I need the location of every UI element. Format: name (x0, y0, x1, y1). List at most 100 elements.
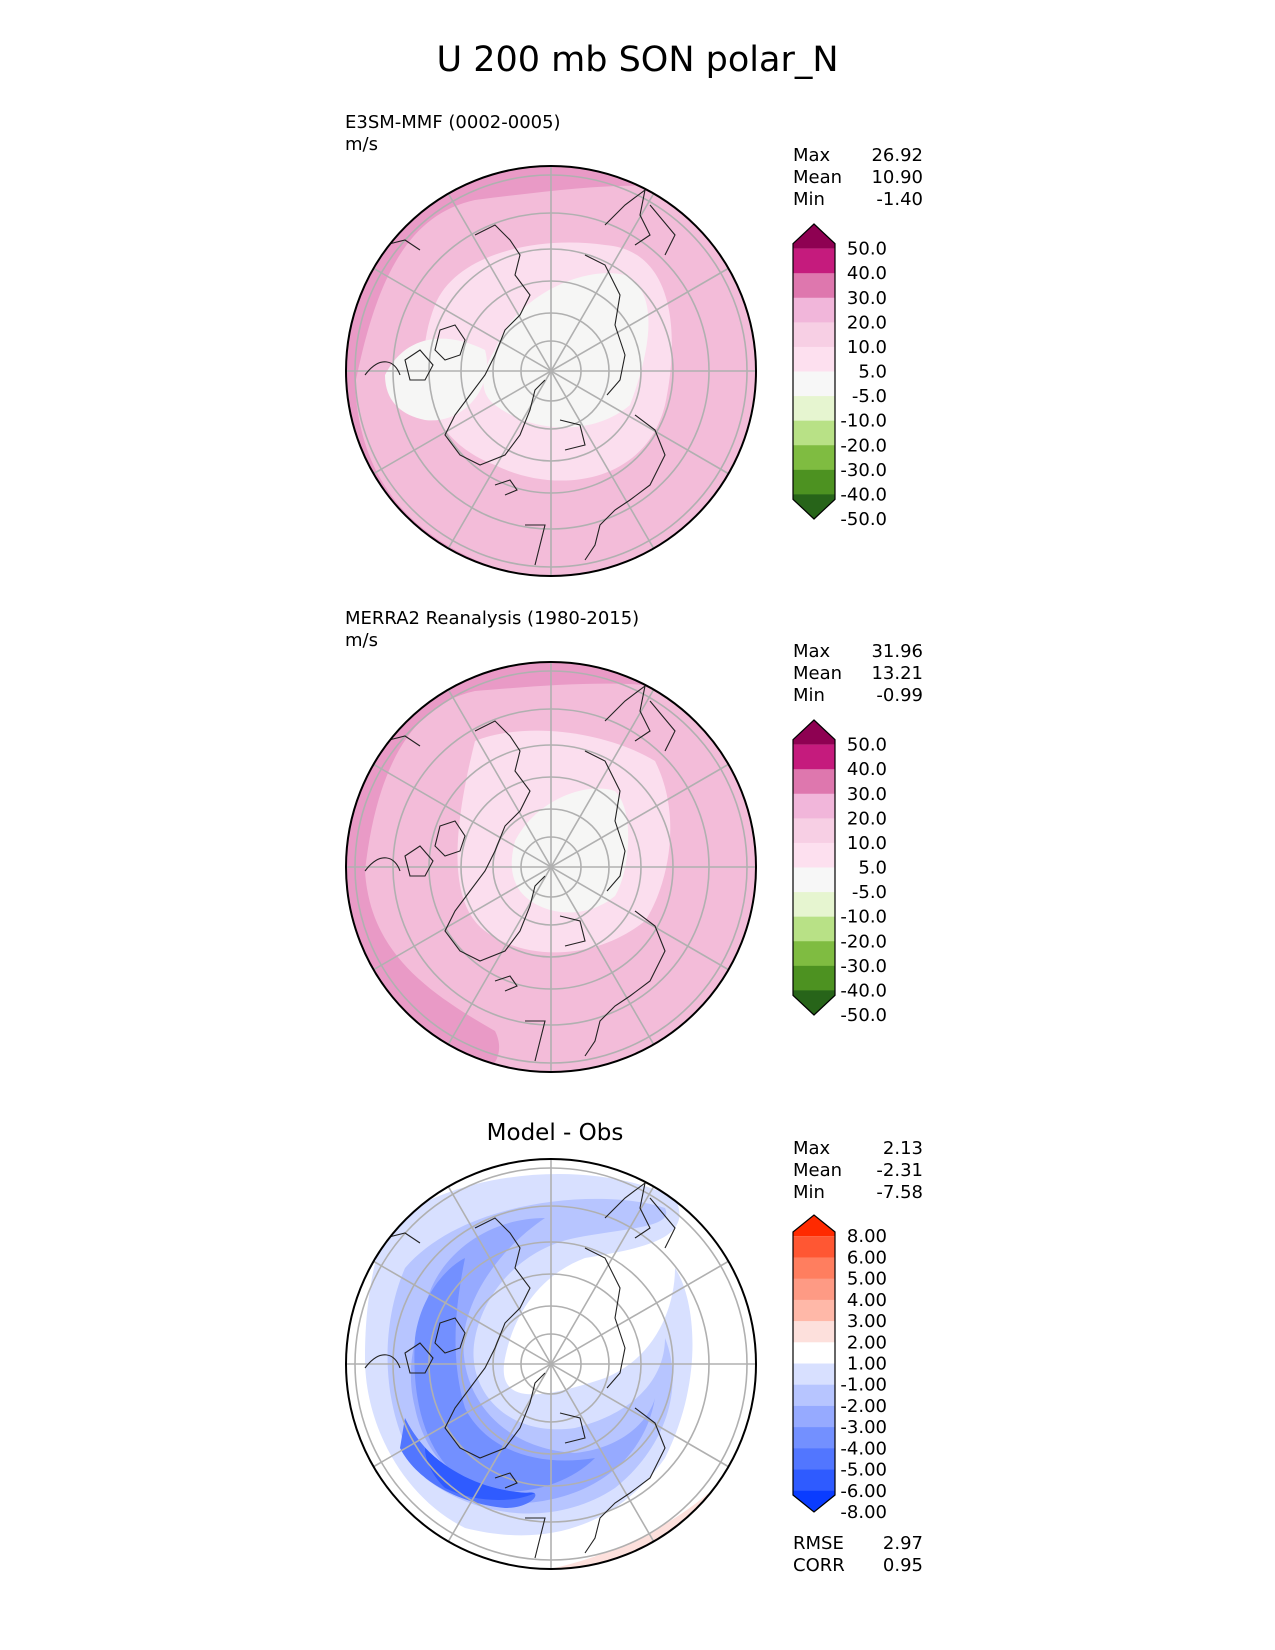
stat-mean-label: Mean (793, 663, 843, 684)
panel-1-model-name: E3SM-MMF (0002-0005) (345, 112, 561, 133)
colorbar-tick-label: -30.0 (840, 956, 887, 977)
colorbar-tick-label: -10.0 (840, 907, 887, 928)
colorbar-segment (793, 224, 835, 249)
colorbar-tick-label: 30.0 (847, 784, 887, 805)
stat-max-label: Max (793, 641, 831, 662)
colorbar-tick-label: 40.0 (847, 759, 887, 780)
colorbar-outline (792, 223, 836, 520)
colorbar-segment (793, 1215, 835, 1237)
colorbar-segment (793, 396, 835, 422)
colorbar-segment (793, 720, 835, 745)
contour-center (511, 788, 629, 913)
panel-1-colorbar: 50.0 40.0 30.0 20.0 10.0 5.0 -5.0 -10.0 -20.0 -30… (792, 223, 887, 530)
colorbar-segment (793, 494, 835, 519)
stat-min-label: Min (793, 1182, 825, 1203)
colorbar-tick-label: -1.00 (840, 1375, 887, 1396)
colorbar-segment (793, 248, 835, 274)
colorbar-segment (793, 965, 835, 991)
colorbar-tick-label: -40.0 (840, 980, 887, 1001)
stat-mean-label: Mean (793, 167, 843, 188)
stat-min-value: -1.40 (876, 189, 923, 210)
colorbar-segment (793, 818, 835, 844)
rmse-label: RMSE (793, 1533, 844, 1554)
colorbar-segment (793, 867, 835, 893)
panel-2-stats: Max 31.96 Mean 13.21 Min -0.99 (793, 641, 923, 707)
panel-3-title: Model - Obs (486, 1120, 624, 1146)
colorbar-outline (792, 719, 836, 1016)
panel-2-obs-name: MERRA2 Reanalysis (1980-2015) (345, 608, 640, 629)
colorbar-tick-label: -2.00 (840, 1396, 887, 1417)
panel-1-map (345, 165, 757, 577)
stat-max-value: 2.13 (882, 1138, 923, 1159)
panel-3-map (345, 1158, 757, 1570)
colorbar-segment (793, 445, 835, 471)
colorbar-tick-label: 5.00 (847, 1269, 887, 1290)
colorbar-segment (793, 297, 835, 323)
colorbar-tick-label: 10.0 (847, 833, 887, 854)
colorbar-tick-label: -10.0 (840, 411, 887, 432)
colorbar-tick-label: 5.0 (858, 858, 887, 879)
corr-label: CORR (793, 1555, 845, 1576)
colorbar-tick-label: 4.00 (847, 1290, 887, 1311)
coastlines (364, 188, 676, 566)
panel-3-metrics: RMSE 2.97 CORR 0.95 (793, 1533, 923, 1577)
stat-min-value: -0.99 (876, 685, 923, 706)
colorbar-tick-label: 2.00 (847, 1332, 887, 1353)
stat-min-label: Min (793, 685, 825, 706)
colorbar-segment (793, 322, 835, 348)
stat-max-value: 31.96 (871, 641, 923, 662)
colorbar-tick-label: -6.00 (840, 1481, 887, 1502)
colorbar-segment (793, 1278, 835, 1301)
panel-2-units: m/s (345, 630, 378, 651)
stat-min-label: Min (793, 189, 825, 210)
panel-1-units: m/s (345, 134, 378, 155)
colorbar-tick-label: -5.00 (840, 1460, 887, 1481)
colorbar-tick-label: -20.0 (840, 435, 887, 456)
colorbar-tick-label: 50.0 (847, 239, 887, 260)
colorbar-segment (793, 769, 835, 795)
colorbar-segment (793, 273, 835, 299)
graticule (346, 166, 756, 576)
colorbar-tick-label: 3.00 (847, 1311, 887, 1332)
rmse-value: 2.97 (882, 1533, 923, 1554)
colorbar-segment (793, 1469, 835, 1492)
colorbar-segment (793, 1321, 835, 1343)
panel-1-stats: Max 26.92 Mean 10.90 Min -1.40 (793, 145, 923, 211)
colorbar-tick-label: 6.00 (847, 1247, 887, 1268)
colorbar-tick-label: 40.0 (847, 263, 887, 284)
colorbar-tick-label: -8.00 (840, 1502, 887, 1523)
coastlines (364, 1181, 676, 1559)
colorbar-segment (793, 469, 835, 495)
colorbar-tick-label: -5.0 (852, 882, 887, 903)
colorbar-tick-label: 5.0 (858, 362, 887, 383)
stat-mean-value: 10.90 (871, 167, 923, 188)
colorbar-segment (793, 793, 835, 819)
colorbar-tick-label: 20.0 (847, 312, 887, 333)
colorbar-segment (793, 346, 835, 372)
colorbar-segment (793, 1405, 835, 1428)
colorbar-segment (793, 420, 835, 446)
colorbar-tick-label: 8.00 (847, 1226, 887, 1247)
colorbar-tick-label: -50.0 (840, 509, 887, 530)
panel-2-title: MERRA2 Reanalysis (1980-2015) m/s (345, 608, 639, 652)
panel-3-stats: Max 2.13 Mean -2.31 Min -7.58 (793, 1138, 923, 1204)
colorbar-tick-label: 10.0 (847, 337, 887, 358)
stat-max-label: Max (793, 145, 831, 166)
stat-mean-label: Mean (793, 1160, 843, 1181)
colorbar-segment (793, 1363, 835, 1386)
colorbar-segment (793, 1427, 835, 1449)
colorbar-segment (793, 744, 835, 770)
stat-mean-value: 13.21 (871, 663, 923, 684)
colorbar-segment (793, 1448, 835, 1471)
colorbar-tick-label: -50.0 (840, 1005, 887, 1026)
colorbar-tick-label: 50.0 (847, 735, 887, 756)
colorbar-segment (793, 1490, 835, 1512)
graticule (346, 1159, 756, 1569)
contour-minus4 (414, 1258, 595, 1492)
corr-value: 0.95 (882, 1555, 923, 1576)
stat-max-label: Max (793, 1138, 831, 1159)
panel-2-colorbar: 50.0 40.0 30.0 20.0 10.0 5.0 -5.0 -10.0 -20.0 -30… (792, 719, 887, 1026)
colorbar-segment (793, 1299, 835, 1322)
colorbar-tick-label: 1.00 (847, 1354, 887, 1375)
colorbar-tick-label: -30.0 (840, 460, 887, 481)
